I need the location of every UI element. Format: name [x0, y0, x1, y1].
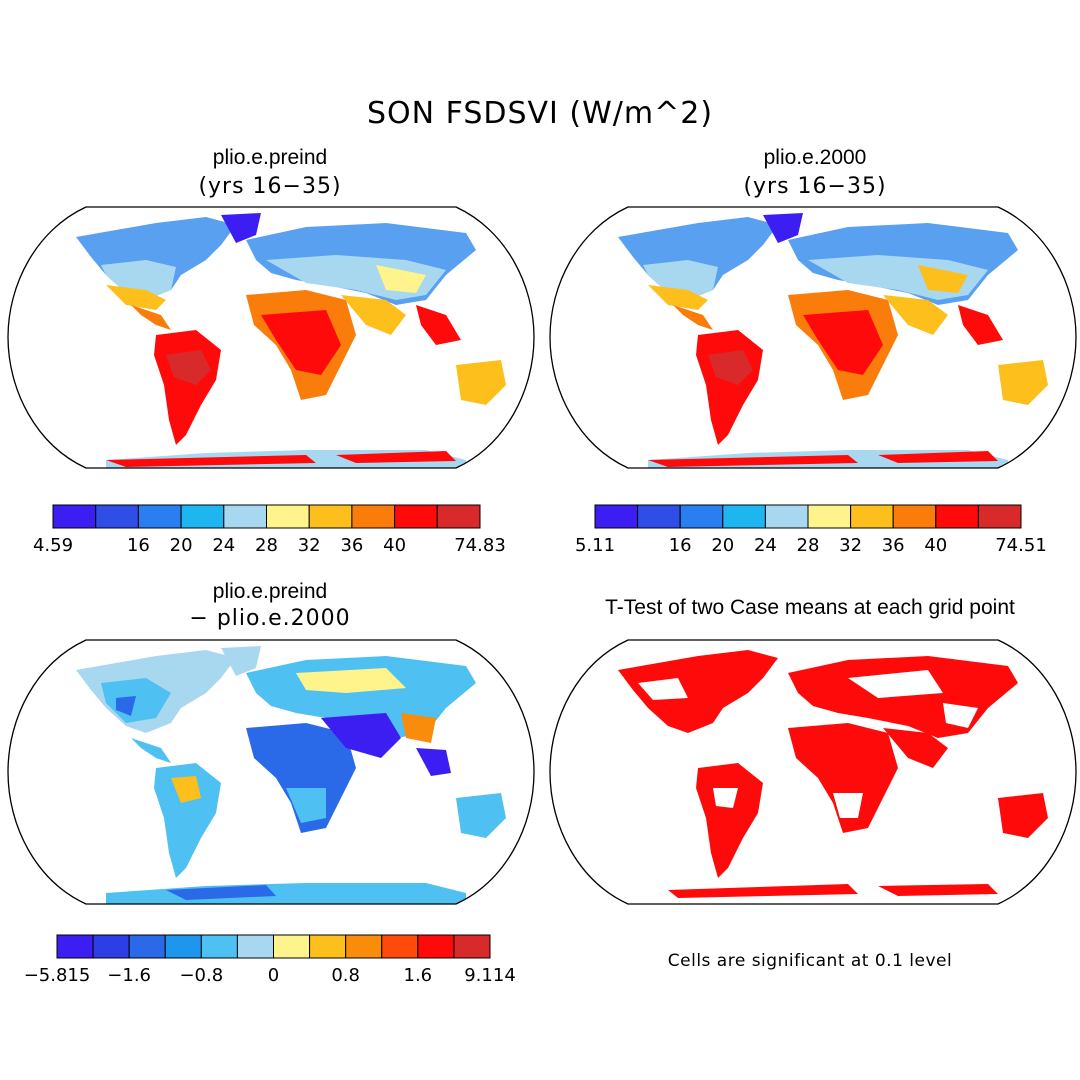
colorbar-swatch — [807, 504, 852, 529]
panel-3-title: plio.e.preind — [212, 580, 328, 603]
colorbar-swatch — [935, 504, 979, 529]
colorbar-swatch — [266, 504, 310, 529]
colorbar-label: 28 — [255, 535, 278, 556]
colorbar-label: 9.114 — [464, 965, 516, 986]
colorbar-swatch — [764, 504, 809, 529]
south-asia — [341, 295, 406, 335]
colorbar-label: −5.815 — [24, 965, 91, 986]
colorbar-label: 40 — [383, 535, 406, 556]
colorbar-swatch — [345, 934, 383, 959]
colorbar-swatch — [453, 934, 491, 959]
panel-3-subtitle: − plio.e.2000 — [189, 606, 351, 631]
colorbar-swatch — [594, 504, 639, 529]
colorbar-swatch — [351, 504, 396, 529]
colorbar-label: 36 — [882, 535, 905, 556]
colorbar-label: 16 — [669, 535, 692, 556]
colorbar-swatch — [850, 504, 894, 529]
colorbar-swatch — [381, 934, 419, 959]
panel-4-title: T-Test of two Case means at each grid po… — [605, 596, 1015, 619]
colorbar-swatch — [223, 504, 268, 529]
colorbar-label: 32 — [298, 535, 321, 556]
colorbar-swatch — [180, 504, 225, 529]
map-panel-3 — [7, 639, 535, 905]
colorbar-swatch — [436, 504, 481, 529]
colorbar-label: 0.8 — [331, 965, 360, 986]
colorbar-swatch — [417, 934, 455, 959]
colorbar-label: 4.59 — [33, 535, 73, 556]
panel-1-subtitle: (yrs 16−35) — [198, 174, 342, 199]
colorbar-swatch — [273, 934, 311, 959]
significance-note: Cells are significant at 0.1 level — [667, 951, 953, 971]
colorbar-label: −0.8 — [179, 965, 223, 986]
colorbar-label: 20 — [711, 535, 734, 556]
colorbar-swatch — [200, 934, 238, 959]
colorbar-swatch — [308, 504, 353, 529]
figure-title: SON FSDSVI (W/m^2) — [366, 96, 714, 131]
colorbar-swatch — [309, 934, 347, 959]
colorbar-label: 74.83 — [454, 535, 506, 556]
colorbar-panel-3: −5.815 −1.6 −0.8 0 0.8 1.6 9.114 — [24, 934, 516, 986]
colorbar-swatch — [977, 504, 1022, 529]
colorbar-swatch — [128, 934, 166, 959]
colorbar-label: 40 — [924, 535, 947, 556]
colorbar-label: −1.6 — [107, 965, 151, 986]
colorbar-swatch — [95, 504, 139, 529]
colorbar-swatch — [137, 504, 182, 529]
panel-2-subtitle: (yrs 16−35) — [743, 174, 887, 199]
colorbar-label: 5.11 — [575, 535, 615, 556]
colorbar-swatch — [679, 504, 724, 529]
colorbar-swatch — [236, 934, 275, 959]
colorbar-swatch — [892, 504, 937, 529]
map-panel-4 — [549, 639, 1077, 905]
panel-1-title: plio.e.preind — [212, 146, 328, 169]
colorbar-label: 24 — [212, 535, 235, 556]
colorbar-label: 20 — [170, 535, 193, 556]
colorbar-label: 24 — [754, 535, 777, 556]
colorbar-label: 1.6 — [404, 965, 433, 986]
colorbar-swatch — [394, 504, 438, 529]
colorbar-swatch — [56, 934, 94, 959]
colorbar-label: 28 — [797, 535, 820, 556]
panel-2-title: plio.e.2000 — [763, 146, 867, 169]
australia — [456, 360, 506, 405]
southeast-asia — [416, 305, 461, 345]
colorbar-label: 0 — [268, 965, 279, 986]
central-america — [131, 305, 171, 330]
colorbar-swatch — [722, 504, 766, 529]
colorbar-label: 16 — [127, 535, 150, 556]
map-panel-1 — [7, 206, 535, 469]
colorbar-panel-1: 4.59 16 20 24 28 32 36 40 74.83 — [33, 504, 506, 556]
map-panel-2 — [549, 206, 1077, 469]
colorbar-swatch — [52, 504, 97, 529]
colorbar-label: 32 — [839, 535, 862, 556]
colorbar-panel-2: 5.11 16 20 24 28 32 36 40 74.51 — [575, 504, 1047, 556]
colorbar-swatch — [637, 504, 681, 529]
colorbar-swatch — [164, 934, 202, 959]
colorbar-label: 74.51 — [995, 535, 1047, 556]
greenland — [221, 213, 261, 243]
colorbar-label: 36 — [340, 535, 363, 556]
colorbar-swatch — [92, 934, 130, 959]
